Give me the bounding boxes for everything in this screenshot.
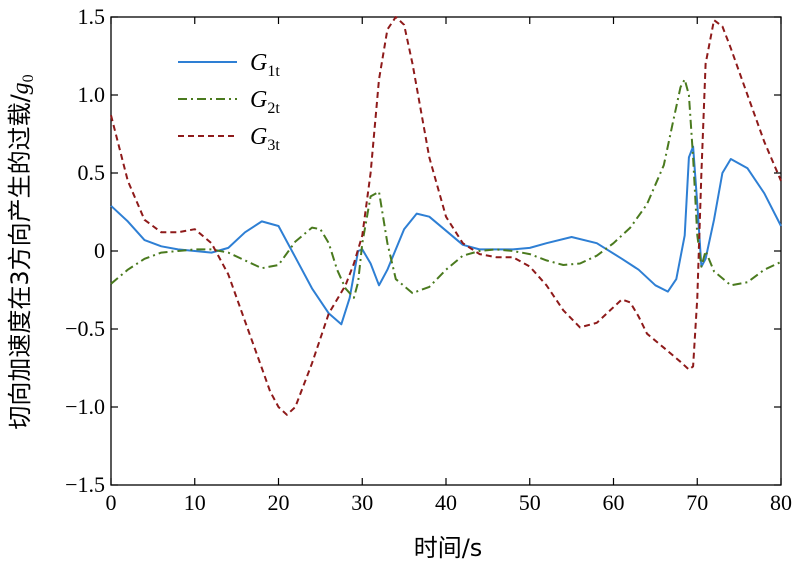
x-tick-label: 50 — [519, 490, 541, 515]
y-axis-label-var: g — [8, 82, 34, 94]
legend-label-G3t: G3t — [250, 124, 280, 154]
y-tick-label: 1.5 — [78, 4, 106, 29]
y-axis-ticks: −1.5 −1.0 −0.5 0 0.5 1.0 1.5 — [65, 4, 781, 497]
x-tick-label: 40 — [435, 490, 457, 515]
x-tick-label: 30 — [351, 490, 373, 515]
legend-label-sub: 3t — [267, 137, 280, 154]
x-tick-label: 60 — [603, 490, 625, 515]
x-tick-label: 70 — [686, 490, 708, 515]
y-tick-label: 1.0 — [78, 82, 106, 107]
y-tick-label: 0.5 — [78, 160, 106, 185]
legend-label-sub: 1t — [267, 63, 280, 80]
y-axis-label: 切向加速度在3方向产生的过载/g0 — [6, 74, 37, 429]
x-axis-ticks: 0 10 20 30 40 50 60 70 80 — [106, 17, 792, 515]
series-line-G1t — [110, 145, 782, 326]
series-lines — [110, 16, 782, 416]
legend-label-G1t: G1t — [250, 50, 280, 80]
y-axis-label-group: 切向加速度在3方向产生的过载/g0 — [6, 74, 37, 429]
series-line-G2t — [110, 78, 782, 299]
y-axis-label-sub: 0 — [20, 74, 37, 82]
x-tick-label: 80 — [770, 490, 792, 515]
legend-label-sub: 2t — [267, 100, 280, 117]
legend-label-G2t: G2t — [250, 87, 280, 117]
y-axis-label-text: 切向加速度在3方向产生的过载/ — [6, 93, 34, 429]
legend-label-main: G — [250, 87, 267, 113]
legend-label-main: G — [250, 50, 267, 76]
series-line-G3t — [110, 16, 782, 416]
y-tick-label: −1.5 — [65, 472, 105, 497]
x-tick-label: 20 — [268, 490, 290, 515]
x-tick-label: 10 — [184, 490, 206, 515]
y-tick-label: 0 — [94, 238, 105, 263]
legend-label-main: G — [250, 124, 267, 150]
x-tick-label: 0 — [106, 490, 117, 515]
y-tick-label: −0.5 — [65, 316, 105, 341]
y-tick-label: −1.0 — [65, 394, 105, 419]
x-axis-label: 时间/s — [414, 534, 483, 562]
